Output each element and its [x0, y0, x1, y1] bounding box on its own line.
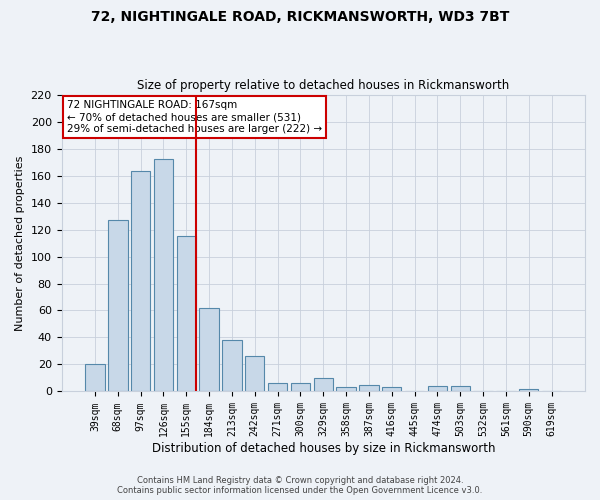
Bar [428, 386, 447, 392]
Text: Contains HM Land Registry data © Crown copyright and database right 2024.
Contai: Contains HM Land Registry data © Crown c… [118, 476, 482, 495]
Bar [314, 378, 333, 392]
Bar [108, 220, 128, 392]
Bar [245, 356, 265, 392]
Bar [154, 160, 173, 392]
Bar [176, 236, 196, 392]
Text: 72, NIGHTINGALE ROAD, RICKMANSWORTH, WD3 7BT: 72, NIGHTINGALE ROAD, RICKMANSWORTH, WD3… [91, 10, 509, 24]
Bar [359, 384, 379, 392]
Title: Size of property relative to detached houses in Rickmansworth: Size of property relative to detached ho… [137, 79, 509, 92]
Bar [268, 384, 287, 392]
Bar [519, 389, 538, 392]
Bar [337, 388, 356, 392]
Bar [382, 388, 401, 392]
X-axis label: Distribution of detached houses by size in Rickmansworth: Distribution of detached houses by size … [152, 442, 495, 455]
Bar [85, 364, 105, 392]
Bar [131, 172, 151, 392]
Bar [222, 340, 242, 392]
Text: 72 NIGHTINGALE ROAD: 167sqm
← 70% of detached houses are smaller (531)
29% of se: 72 NIGHTINGALE ROAD: 167sqm ← 70% of det… [67, 100, 322, 134]
Bar [199, 308, 219, 392]
Bar [291, 384, 310, 392]
Bar [451, 386, 470, 392]
Y-axis label: Number of detached properties: Number of detached properties [15, 156, 25, 330]
